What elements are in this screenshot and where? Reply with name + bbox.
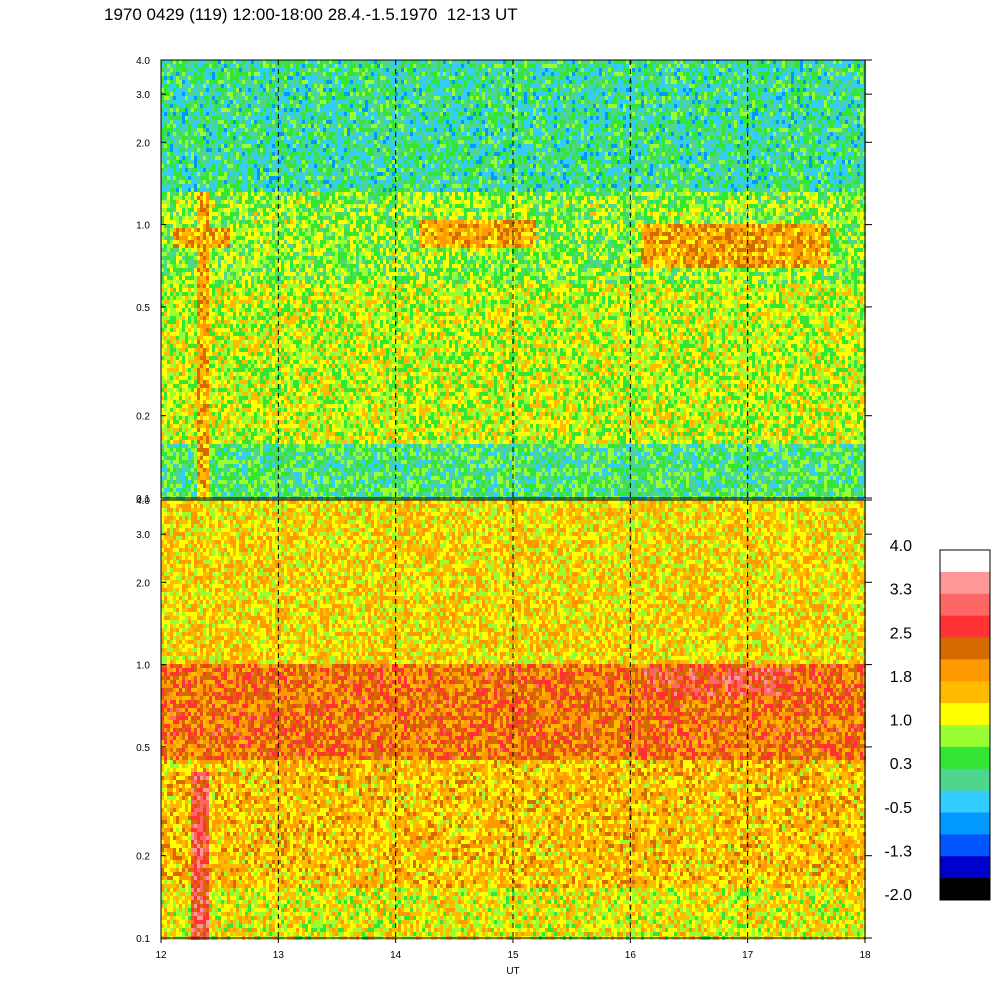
colorbar-label: 4.0 [890, 538, 912, 555]
colorbar-label: -0.5 [884, 800, 912, 817]
colorbar-swatch [940, 615, 990, 638]
chart-title: 1970 0429 (119) 12:00-18:00 28.4.-1.5.19… [104, 5, 518, 25]
colorbar-swatch [940, 878, 990, 901]
colorbar-swatch [940, 703, 990, 726]
colorbar-swatch [940, 725, 990, 748]
y-tick-label: 3.0 [136, 530, 150, 541]
colorbar-swatch [940, 768, 990, 792]
colorbar-swatch [940, 571, 990, 595]
spectrogram-cells [161, 60, 866, 500]
colorbar: 4.0 3.3 2.5 1.8 1.0 0.3 -0.5 -1.3 -2.0 [884, 538, 991, 904]
y-tick-label: 3.0 [136, 90, 150, 101]
x-tick-label: 13 [273, 950, 285, 961]
y-tick-label: 4.0 [136, 56, 150, 67]
y-tick-label: 2.0 [136, 138, 150, 149]
x-tick-label: 17 [742, 950, 754, 961]
y-tick-label: 0.5 [136, 303, 150, 314]
colorbar-label: -2.0 [884, 887, 912, 904]
spectrogram-cells [161, 500, 866, 940]
colorbar-swatch [940, 746, 990, 770]
colorbar-swatch [940, 856, 990, 879]
y-tick-label: 2.0 [136, 578, 150, 589]
colorbar-swatch [940, 681, 990, 704]
y-tick-label: 4.0 [136, 496, 150, 507]
y-tick-label: 0.1 [136, 494, 150, 505]
colorbar-swatch [940, 659, 990, 682]
colorbar-label: -1.3 [884, 843, 912, 860]
x-tick-label: 12 [155, 950, 167, 961]
colorbar-label: 2.5 [890, 625, 912, 642]
y-tick-label: 0.5 [136, 743, 150, 754]
colorbar-label: 3.3 [890, 582, 912, 599]
y-tick-label: 1.0 [136, 221, 150, 232]
x-axis-label: UT [506, 966, 519, 977]
colorbar-label: 1.0 [890, 713, 912, 730]
x-tick-label: 15 [507, 950, 519, 961]
colorbar-label: 0.3 [890, 756, 912, 773]
x-tick-label: 16 [625, 950, 637, 961]
colorbar-swatch [940, 790, 990, 813]
colorbar-swatch [940, 637, 990, 660]
colorbar-swatch [940, 593, 990, 617]
spectrogram-panel-lower: 4.0 3.0 2.0 1.0 0.5 0.2 0.1 12 13 14 15 16 17 18 UT [136, 496, 872, 977]
colorbar-swatch [940, 834, 990, 857]
y-tick-label: 0.2 [136, 412, 150, 423]
colorbar-label: 1.8 [890, 669, 912, 686]
colorbar-swatch [940, 550, 990, 573]
spectrogram-panel-upper: 4.0 3.0 2.0 1.0 0.5 0.2 0.1 [136, 56, 872, 505]
x-tick-label: 14 [390, 950, 402, 961]
y-tick-label: 0.2 [136, 852, 150, 863]
y-tick-label: 1.0 [136, 661, 150, 672]
colorbar-swatch [940, 812, 990, 835]
colorbar-frame [939, 549, 991, 901]
x-tick-label: 18 [859, 950, 871, 961]
y-tick-label: 0.1 [136, 934, 150, 945]
